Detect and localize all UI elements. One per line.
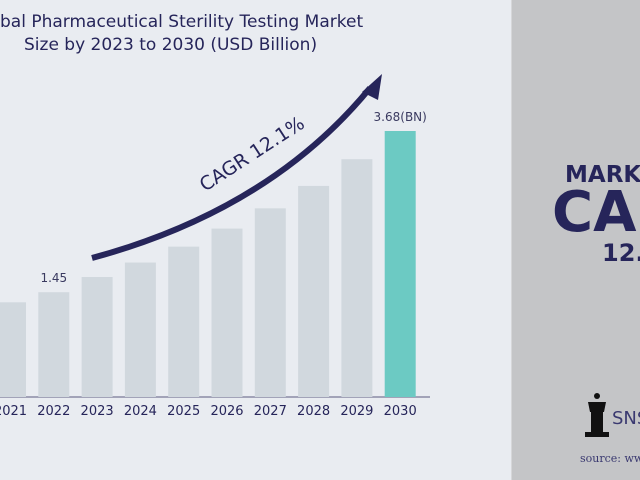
x-tick-label: 2025 (167, 404, 200, 419)
x-tick-label: 2024 (124, 404, 157, 419)
data-label: 1.45 (40, 271, 67, 285)
bar-chart: CAGR 12.1% 2021 2022 1.45 2023 2024 2025 2026 2… (0, 74, 430, 419)
bar-2026 (211, 228, 243, 397)
x-tick-label: 2023 (81, 404, 114, 419)
cagr-value: 12.1 (602, 239, 640, 267)
bar-2022 (38, 292, 70, 397)
side-panel: MARK CA 12.1 SNS source: www (511, 0, 640, 480)
bar-2024 (124, 262, 156, 397)
cagr-big-label: CA (552, 180, 637, 245)
cagr-arrowhead (362, 74, 382, 100)
market-label: MARK (565, 162, 640, 188)
x-tick-label: 2029 (340, 404, 373, 419)
logo-text: SNS (612, 408, 640, 429)
bar-2025 (168, 246, 200, 397)
bar-2027 (254, 208, 286, 397)
x-tick-label: 2021 (0, 404, 27, 419)
cagr-arrow (91, 86, 373, 261)
x-tick-label: 2026 (210, 404, 243, 419)
x-tick-label: 2030 (384, 404, 417, 419)
cagr-annotation: CAGR 12.1% (196, 112, 309, 196)
source-text: source: www (580, 452, 640, 465)
chart-title-line2: Size by 2023 to 2030 (USD Billion) (24, 35, 318, 55)
chart-title-line1: bal Pharmaceutical Sterility Testing Mar… (0, 12, 364, 32)
data-label: 3.68(BN) (374, 110, 427, 124)
bar-2029 (341, 159, 373, 397)
bar-2023 (81, 277, 113, 397)
chart-area: bal Pharmaceutical Sterility Testing Mar… (0, 12, 430, 419)
chess-rook-logo-icon (585, 393, 609, 437)
x-tick-label: 2027 (254, 404, 287, 419)
x-tick-label: 2028 (297, 404, 330, 419)
bar-2021 (0, 302, 26, 397)
x-tick-label: 2022 (37, 404, 70, 419)
bar-2028 (298, 185, 330, 397)
bar-2030 (384, 131, 416, 397)
